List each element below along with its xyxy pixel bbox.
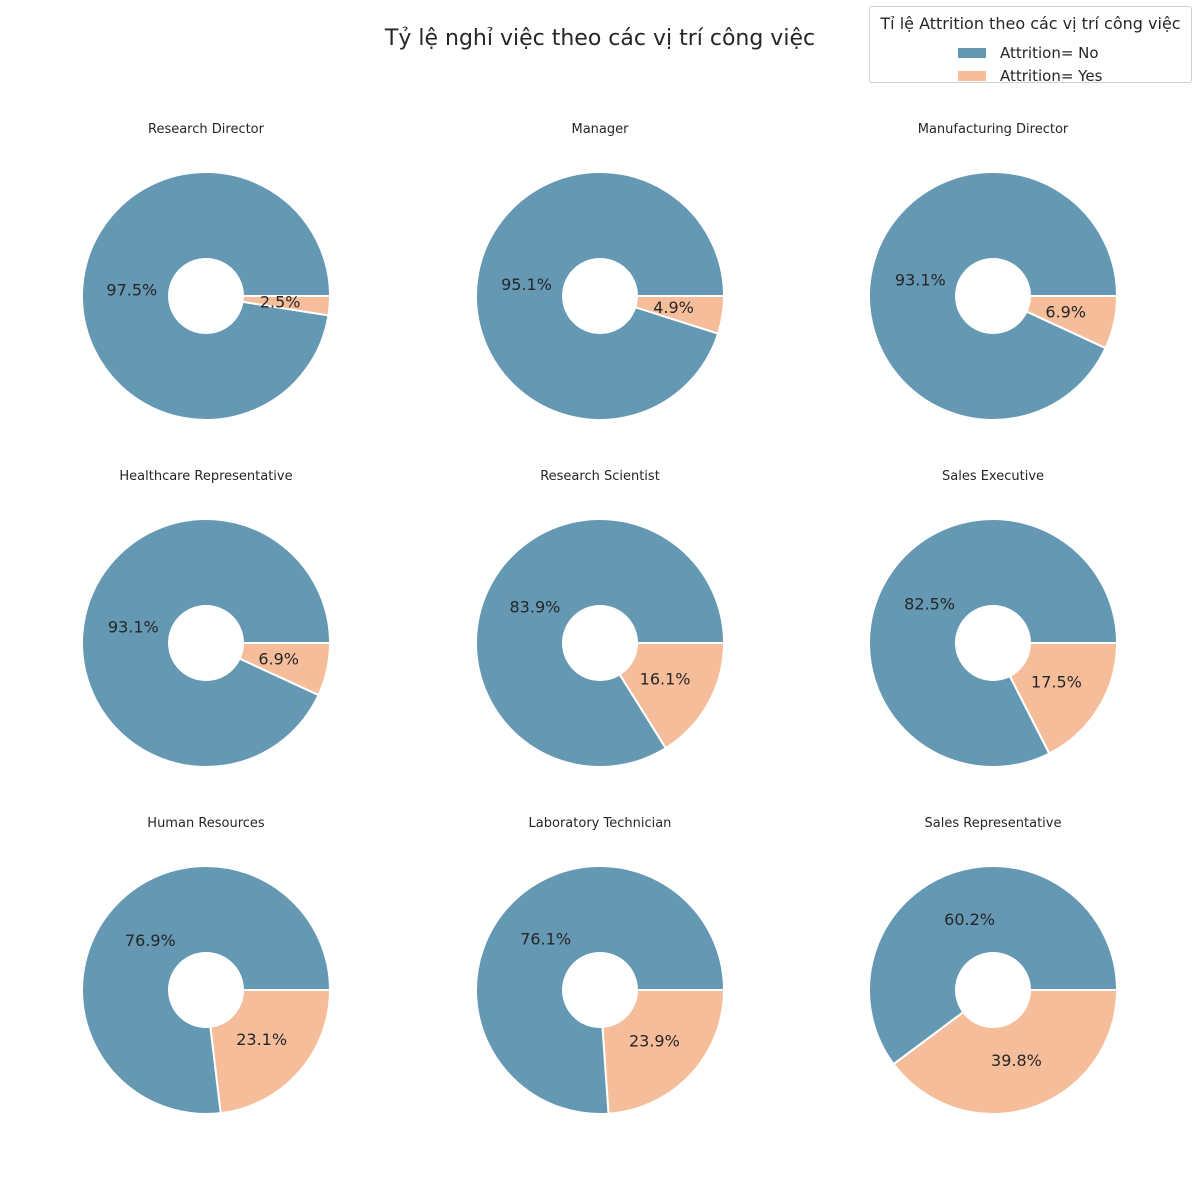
donut-hole: [562, 605, 638, 681]
data-label-no: 76.9%: [125, 931, 176, 950]
pie-healthcare-representative: Healthcare Representative 93.1% 6.9%: [81, 469, 332, 768]
donut-hole: [168, 605, 244, 681]
legend-item-yes: Attrition= Yes: [958, 66, 1102, 86]
data-label-no: 76.1%: [520, 930, 571, 949]
pie-grid: Research Director 97.5% 2.5% Manager 95.1% 4.…: [81, 122, 1119, 1115]
slice-attrition-yes: [892, 989, 1119, 1115]
slice-attrition-yes: [991, 642, 1119, 755]
slice-attrition-yes: [204, 989, 332, 1115]
pie-research-scientist: Research Scientist 83.9% 16.1%: [475, 469, 726, 768]
data-label-no: 60.2%: [944, 910, 995, 929]
pie-title: Sales Representative: [925, 816, 1062, 831]
legend-item-no: Attrition= No: [958, 43, 1099, 63]
donut-hole: [955, 952, 1031, 1028]
data-label-yes: 23.1%: [236, 1030, 287, 1049]
data-label-yes: 2.5%: [260, 292, 301, 311]
data-label-no: 83.9%: [510, 597, 561, 616]
legend-swatch-yes: [958, 71, 986, 81]
slice-attrition-yes: [598, 989, 726, 1115]
legend: Tỉ lệ Attrition theo các vị trí công việ…: [869, 6, 1192, 86]
pie-title: Manufacturing Director: [918, 122, 1069, 137]
data-label-yes: 6.9%: [1045, 303, 1086, 322]
donut-hole: [562, 258, 638, 334]
slice-attrition-yes: [598, 642, 726, 750]
data-label-no: 93.1%: [895, 270, 946, 289]
pie-title: Sales Executive: [942, 469, 1044, 484]
pie-title: Research Scientist: [540, 469, 660, 484]
data-label-no: 82.5%: [904, 595, 955, 614]
legend-swatch-no: [958, 48, 986, 58]
pie-manufacturing-director: Manufacturing Director 93.1% 6.9%: [868, 122, 1119, 421]
donut-hole: [955, 605, 1031, 681]
legend-label-yes: Attrition= Yes: [1000, 67, 1103, 85]
pie-sales-representative: Sales Representative 60.2% 39.8%: [868, 816, 1119, 1115]
data-label-no: 95.1%: [501, 275, 552, 294]
pie-sales-executive: Sales Executive 82.5% 17.5%: [868, 469, 1119, 768]
pie-title: Manager: [572, 122, 630, 137]
data-label-no: 97.5%: [106, 281, 157, 300]
pie-laboratory-technician: Laboratory Technician 76.1% 23.9%: [475, 816, 726, 1115]
donut-hole: [168, 952, 244, 1028]
data-label-yes: 39.8%: [991, 1051, 1042, 1070]
pie-title: Healthcare Representative: [119, 469, 292, 484]
pie-manager: Manager 95.1% 4.9%: [475, 122, 726, 421]
data-label-yes: 23.9%: [629, 1031, 680, 1050]
pie-title: Human Resources: [147, 816, 265, 831]
data-label-no: 93.1%: [108, 617, 159, 636]
data-label-yes: 17.5%: [1031, 672, 1082, 691]
legend-title: Tỉ lệ Attrition theo các vị trí công việ…: [880, 14, 1181, 33]
legend-label-no: Attrition= No: [1000, 44, 1099, 62]
data-label-yes: 6.9%: [258, 650, 299, 669]
pie-research-director: Research Director 97.5% 2.5%: [81, 122, 332, 421]
pie-human-resources: Human Resources 76.9% 23.1%: [81, 816, 332, 1115]
donut-hole: [562, 952, 638, 1028]
data-label-yes: 16.1%: [640, 670, 691, 689]
pie-title: Research Director: [148, 122, 265, 137]
donut-hole: [955, 258, 1031, 334]
pie-title: Laboratory Technician: [529, 816, 672, 831]
donut-hole: [168, 258, 244, 334]
chart-title: Tỷ lệ nghỉ việc theo các vị trí công việ…: [384, 26, 815, 51]
data-label-yes: 4.9%: [653, 298, 694, 317]
